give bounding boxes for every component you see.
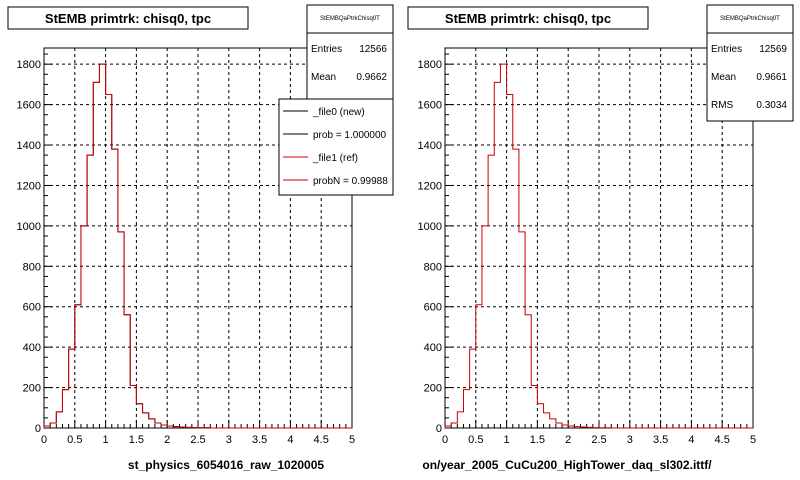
y-tick-label: 1800 bbox=[17, 59, 41, 71]
panel-left: StEMB primtrk: chisq0, tpc 0 200 400 600 800… bbox=[7, 4, 394, 472]
y-tick-label: 1600 bbox=[17, 100, 41, 112]
x-tick-label: 0.5 bbox=[67, 434, 82, 446]
x-tick-label: 2 bbox=[164, 434, 170, 446]
title-box bbox=[7, 6, 249, 30]
x-axis-label: st_physics_6054016_raw_1020005 bbox=[128, 458, 324, 472]
series-group bbox=[43, 63, 352, 429]
y-tick-label: 1000 bbox=[418, 221, 442, 233]
y-tick-label: 0 bbox=[35, 423, 41, 435]
y-tick-label: 400 bbox=[23, 342, 41, 354]
x-tick-label: 0 bbox=[442, 434, 448, 446]
x-tick-label: 2 bbox=[565, 434, 571, 446]
title-box bbox=[407, 6, 649, 30]
x-tick-label: 4 bbox=[287, 434, 293, 446]
legend: _file0 (new) prob = 1.000000 _file1 (ref… bbox=[278, 98, 394, 196]
y-tick-label: 1800 bbox=[418, 59, 442, 71]
y-tick-label: 1000 bbox=[17, 221, 41, 233]
stats-name: StEMBQaPtrkChisq0T bbox=[320, 16, 380, 22]
y-tick-label: 800 bbox=[424, 261, 442, 273]
legend-label: _file0 (new) bbox=[312, 107, 365, 118]
chart-title: StEMB primtrk: chisq0, tpc bbox=[445, 11, 611, 26]
stats-label: Mean bbox=[311, 72, 336, 83]
y-tick-label: 800 bbox=[23, 261, 41, 273]
y-tick-label: 1400 bbox=[418, 140, 442, 152]
x-axis: 0 0.5 1 1.5 2 2.5 3 3.5 4 4.5 5 bbox=[41, 420, 355, 446]
stats-label: RMS bbox=[711, 100, 734, 111]
stats-label: Entries bbox=[711, 44, 742, 55]
stats-value: 0.3034 bbox=[756, 100, 787, 111]
legend-label: prob = 1.000000 bbox=[313, 130, 387, 141]
x-tick-label: 1 bbox=[103, 434, 109, 446]
x-tick-label: 1.5 bbox=[530, 434, 545, 446]
stats-label: Entries bbox=[311, 44, 342, 55]
x-tick-label: 1 bbox=[504, 434, 510, 446]
y-tick-label: 400 bbox=[424, 342, 442, 354]
x-tick-label: 3 bbox=[226, 434, 232, 446]
legend-label: probN = 0.99988 bbox=[313, 176, 388, 187]
y-tick-label: 600 bbox=[23, 302, 41, 314]
histogram-series-data bbox=[444, 63, 753, 429]
x-tick-label: 2.5 bbox=[591, 434, 606, 446]
x-tick-label: 4.5 bbox=[314, 434, 329, 446]
x-axis: 0 0.5 1 1.5 2 2.5 3 3.5 4 4.5 5 bbox=[442, 420, 756, 446]
panel-right: StEMB primtrk: chisq0, tpc 0 200 400 600 800… bbox=[407, 4, 794, 472]
y-tick-label: 1600 bbox=[418, 100, 442, 112]
histogram-series--file1-ref- bbox=[43, 63, 352, 429]
y-tick-label: 1200 bbox=[17, 180, 41, 192]
x-tick-label: 3.5 bbox=[653, 434, 668, 446]
x-axis-label: on/year_2005_CuCu200_HighTower_daq_sl302… bbox=[422, 458, 712, 472]
legend-box bbox=[278, 98, 394, 196]
x-tick-label: 5 bbox=[750, 434, 756, 446]
x-tick-label: 4 bbox=[688, 434, 694, 446]
chart-title: StEMB primtrk: chisq0, tpc bbox=[45, 11, 211, 26]
x-tick-label: 3.5 bbox=[252, 434, 267, 446]
y-tick-label: 200 bbox=[23, 383, 41, 395]
x-tick-label: 5 bbox=[349, 434, 355, 446]
stats-value: 12566 bbox=[359, 44, 387, 55]
stats-box bbox=[706, 4, 794, 122]
x-tick-label: 0 bbox=[41, 434, 47, 446]
stats-name: StEMBQaPtrkChisq0T bbox=[720, 16, 780, 22]
y-tick-label: 0 bbox=[436, 423, 442, 435]
x-tick-label: 1.5 bbox=[129, 434, 144, 446]
y-tick-label: 600 bbox=[424, 302, 442, 314]
series-group bbox=[444, 63, 753, 429]
legend-label: _file1 (ref) bbox=[312, 153, 358, 164]
x-tick-label: 0.5 bbox=[468, 434, 483, 446]
y-tick-label: 1400 bbox=[17, 140, 41, 152]
stats-label: Mean bbox=[711, 72, 736, 83]
y-tick-label: 200 bbox=[424, 383, 442, 395]
y-axis: 0 200 400 600 800 1000 1200 1400 1600 1800 bbox=[418, 53, 453, 435]
x-tick-label: 4.5 bbox=[715, 434, 730, 446]
y-axis: 0 200 400 600 800 1000 1200 1400 1600 1800 bbox=[17, 53, 52, 435]
stats-value: 0.9662 bbox=[356, 72, 387, 83]
x-tick-label: 3 bbox=[627, 434, 633, 446]
x-tick-label: 2.5 bbox=[190, 434, 205, 446]
stats-value: 0.9661 bbox=[756, 72, 787, 83]
stats-value: 12569 bbox=[759, 44, 787, 55]
y-tick-label: 1200 bbox=[418, 180, 442, 192]
